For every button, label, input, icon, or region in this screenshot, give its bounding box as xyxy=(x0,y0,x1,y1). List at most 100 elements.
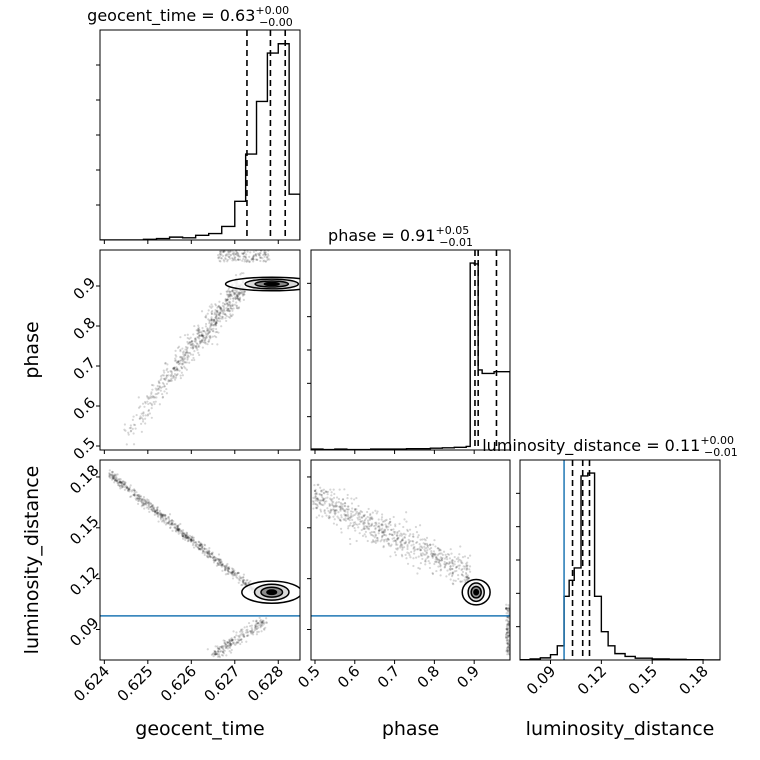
sample-point-phase-vs-luminosity_distance-263 xyxy=(386,538,389,541)
sample-point-geocent_time-vs-phase-760 xyxy=(262,253,265,257)
sample-point-geocent_time-vs-phase-770 xyxy=(244,255,247,258)
sample-point-geocent_time-vs-luminosity_distance-453 xyxy=(206,551,209,554)
sample-point-phase-vs-luminosity_distance-413 xyxy=(321,499,324,502)
sample-point-geocent_time-vs-phase-316 xyxy=(163,385,166,388)
sample-point-phase-vs-luminosity_distance-53 xyxy=(337,501,341,504)
sample-point-geocent_time-vs-luminosity_distance-596 xyxy=(230,572,233,576)
sample-point-geocent_time-vs-phase-470 xyxy=(158,403,161,406)
sample-point-geocent_time-vs-luminosity_distance-274 xyxy=(236,571,239,575)
sample-point-geocent_time-vs-phase-436 xyxy=(196,336,199,339)
sample-point-geocent_time-vs-luminosity_distance-895 xyxy=(255,633,259,636)
sample-point-geocent_time-vs-phase-194 xyxy=(170,371,173,374)
sample-point-geocent_time-vs-luminosity_distance-244 xyxy=(169,519,173,523)
sample-point-geocent_time-vs-luminosity_distance-796 xyxy=(240,632,243,635)
sample-point-geocent_time-vs-luminosity_distance-679 xyxy=(220,560,223,563)
sample-point-phase-vs-luminosity_distance-13 xyxy=(331,508,335,511)
sample-point-geocent_time-vs-luminosity_distance-421 xyxy=(165,517,168,520)
sample-point-phase-vs-luminosity_distance-626 xyxy=(429,543,432,546)
sample-point-geocent_time-vs-phase-76 xyxy=(167,374,170,377)
sample-point-geocent_time-vs-luminosity_distance-606 xyxy=(136,497,139,500)
sample-point-phase-vs-luminosity_distance-113 xyxy=(437,561,440,564)
sample-point-phase-vs-luminosity_distance-147 xyxy=(379,528,383,531)
sample-point-geocent_time-vs-luminosity_distance-794 xyxy=(228,643,231,646)
sample-point-phase-vs-luminosity_distance-600 xyxy=(354,529,357,532)
sample-point-geocent_time-vs-luminosity_distance-650 xyxy=(147,507,150,511)
sample-point-geocent_time-vs-phase-354 xyxy=(181,347,184,350)
sample-point-geocent_time-vs-luminosity_distance-506 xyxy=(167,515,170,519)
sample-point-geocent_time-vs-phase-250 xyxy=(154,400,157,403)
y-tick-label-luminosity_distance-0: 0.09 xyxy=(66,614,102,650)
sample-point-phase-vs-luminosity_distance-171 xyxy=(419,548,423,552)
sample-point-geocent_time-vs-luminosity_distance-287 xyxy=(120,481,123,484)
sample-point-geocent_time-vs-phase-661 xyxy=(181,359,184,362)
sample-point-geocent_time-vs-phase-102 xyxy=(191,340,194,343)
sample-point-phase-vs-luminosity_distance-343 xyxy=(459,580,462,583)
sample-point-phase-vs-luminosity_distance-34 xyxy=(332,522,336,525)
sample-point-phase-vs-luminosity_distance-667 xyxy=(349,514,353,518)
sample-point-geocent_time-vs-luminosity_distance-372 xyxy=(164,519,167,522)
sample-point-geocent_time-vs-luminosity_distance-504 xyxy=(237,571,240,574)
sample-point-geocent_time-vs-phase-189 xyxy=(193,358,196,362)
sample-point-geocent_time-vs-luminosity_distance-769 xyxy=(228,640,232,643)
sample-point-geocent_time-vs-phase-616 xyxy=(192,346,195,349)
sample-point-phase-vs-luminosity_distance-609 xyxy=(365,517,368,520)
sample-point-geocent_time-vs-phase-176 xyxy=(224,313,227,316)
sample-point-geocent_time-vs-phase-301 xyxy=(182,355,185,358)
sample-point-geocent_time-vs-luminosity_distance-103 xyxy=(137,495,140,498)
sample-point-geocent_time-vs-phase-323 xyxy=(242,298,245,301)
sample-point-phase-vs-luminosity_distance-641 xyxy=(392,530,395,533)
sample-point-phase-vs-luminosity_distance-539 xyxy=(369,512,372,516)
sample-point-geocent_time-vs-luminosity_distance-165 xyxy=(111,477,114,480)
sample-point-phase-vs-luminosity_distance-577 xyxy=(448,561,451,564)
sample-point-geocent_time-vs-phase-644 xyxy=(222,305,225,308)
sample-point-geocent_time-vs-luminosity_distance-548 xyxy=(173,526,177,529)
sample-point-geocent_time-vs-phase-57 xyxy=(152,400,155,404)
sample-point-geocent_time-vs-luminosity_distance-721 xyxy=(214,653,217,656)
sample-point-phase-vs-luminosity_distance-226 xyxy=(430,550,433,553)
sample-point-geocent_time-vs-luminosity_distance-327 xyxy=(187,538,190,541)
sample-point-geocent_time-vs-phase-163 xyxy=(179,377,182,380)
sample-point-geocent_time-vs-luminosity_distance-218 xyxy=(121,480,125,483)
sample-point-geocent_time-vs-luminosity_distance-142 xyxy=(114,477,117,480)
sample-point-geocent_time-vs-luminosity_distance-717 xyxy=(225,646,228,649)
sample-point-geocent_time-vs-luminosity_distance-531 xyxy=(201,550,205,553)
sample-point-geocent_time-vs-luminosity_distance-767 xyxy=(231,638,234,641)
sample-point-phase-vs-luminosity_distance-712 xyxy=(344,509,347,512)
sample-point-geocent_time-vs-phase-119 xyxy=(129,430,132,433)
sample-point-geocent_time-vs-luminosity_distance-113 xyxy=(170,523,173,527)
sample-point-geocent_time-vs-luminosity_distance-752 xyxy=(216,645,219,648)
sample-point-phase-vs-luminosity_distance-269 xyxy=(403,518,406,521)
sample-point-geocent_time-vs-phase-131 xyxy=(193,339,196,343)
sample-point-phase-vs-luminosity_distance-633 xyxy=(419,545,422,548)
sample-point-phase-vs-luminosity_distance-575 xyxy=(341,507,344,511)
sample-point-phase-vs-luminosity_distance-590 xyxy=(350,497,353,500)
sample-point-phase-vs-luminosity_distance-266 xyxy=(343,502,347,505)
title-name-luminosity_distance: luminosity_distance = 0.11 xyxy=(482,436,700,456)
sample-point-geocent_time-vs-phase-397 xyxy=(209,326,212,329)
sample-point-geocent_time-vs-phase-404 xyxy=(229,304,232,308)
sample-point-phase-vs-luminosity_distance-16 xyxy=(381,524,384,527)
sample-point-phase-vs-luminosity_distance-744 xyxy=(429,543,432,546)
sample-point-phase-vs-luminosity_distance-562 xyxy=(464,565,467,568)
sample-point-geocent_time-vs-phase-748 xyxy=(243,260,246,263)
sample-point-phase-vs-luminosity_distance-552 xyxy=(396,531,399,534)
sample-point-phase-vs-luminosity_distance-733 xyxy=(326,490,330,493)
sample-point-geocent_time-vs-phase-161 xyxy=(232,291,235,294)
sample-point-phase-vs-luminosity_distance-508 xyxy=(351,525,354,528)
sample-point-phase-vs-luminosity_distance-684 xyxy=(431,572,435,576)
sample-point-geocent_time-vs-luminosity_distance-77 xyxy=(206,550,209,553)
sample-point-phase-vs-luminosity_distance-158 xyxy=(337,517,340,520)
sample-point-geocent_time-vs-luminosity_distance-820 xyxy=(220,650,223,653)
sample-point-phase-vs-luminosity_distance-215 xyxy=(457,577,460,581)
sample-point-geocent_time-vs-luminosity_distance-393 xyxy=(190,538,193,541)
sample-point-geocent_time-vs-phase-223 xyxy=(198,353,201,357)
sample-point-geocent_time-vs-phase-696 xyxy=(202,330,206,333)
sample-point-phase-vs-luminosity_distance-396 xyxy=(459,545,462,548)
sample-point-phase-vs-luminosity_distance-662 xyxy=(358,515,361,519)
sample-point-phase-vs-luminosity_distance-363 xyxy=(424,563,427,566)
sample-point-geocent_time-vs-luminosity_distance-64 xyxy=(133,493,136,496)
sample-point-geocent_time-vs-luminosity_distance-47 xyxy=(227,570,231,573)
sample-point-phase-vs-luminosity_distance-719 xyxy=(357,526,360,529)
sample-point-geocent_time-vs-phase-290 xyxy=(215,317,218,321)
sample-point-phase-vs-luminosity_distance-300 xyxy=(412,564,415,568)
